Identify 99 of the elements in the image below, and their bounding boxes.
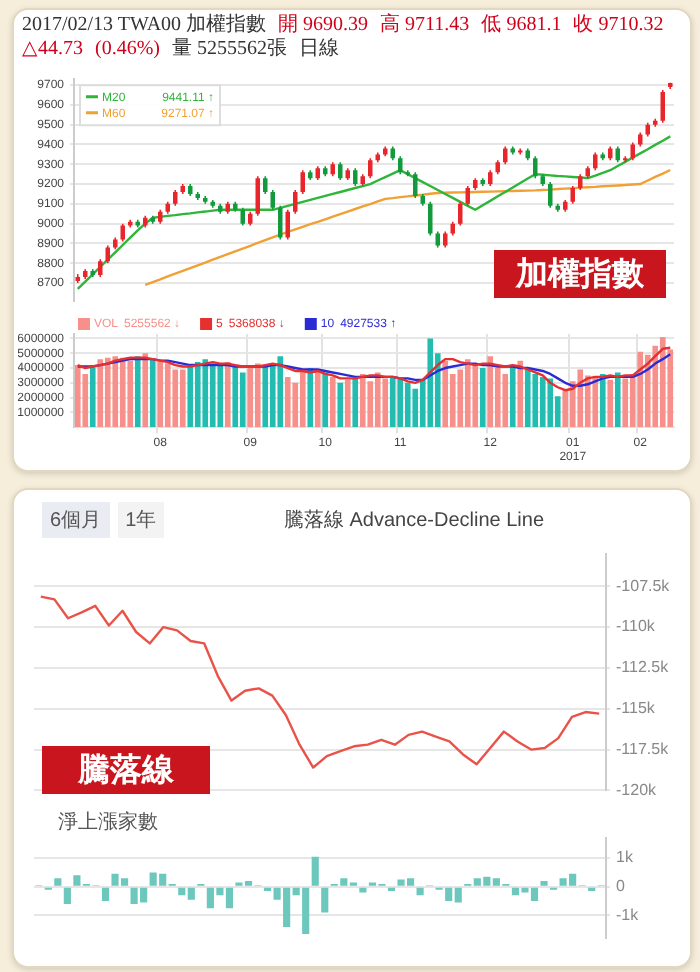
bar — [63, 887, 71, 904]
bar — [149, 359, 156, 428]
bar — [539, 376, 546, 428]
bar — [592, 376, 599, 428]
text: 日線 — [299, 38, 339, 62]
bar — [652, 345, 659, 428]
bar — [472, 363, 479, 428]
y-tick-label: -107.5k — [616, 576, 672, 595]
bar — [404, 382, 411, 428]
bar — [502, 373, 509, 428]
bar — [134, 356, 141, 428]
bar — [232, 366, 239, 428]
chart-title: 淨上漲家數 — [58, 809, 158, 836]
bar — [622, 378, 629, 428]
bar — [157, 362, 164, 428]
bar — [119, 357, 126, 428]
bar — [54, 878, 62, 886]
bar — [599, 373, 606, 428]
y-tick-label: 0 — [616, 877, 626, 896]
bar — [359, 373, 366, 428]
bar — [247, 368, 254, 428]
bar — [194, 362, 201, 428]
bar — [142, 353, 149, 428]
bar — [97, 359, 104, 428]
bar — [517, 360, 524, 428]
bar — [584, 375, 591, 428]
text: 收 9710.32 — [573, 14, 664, 38]
bar — [74, 365, 81, 428]
bar — [322, 372, 329, 428]
bar — [329, 376, 336, 428]
bar — [89, 368, 96, 428]
y-tick-label: -110k — [616, 617, 657, 636]
text: 低 9681.1 — [481, 14, 562, 38]
y-tick-label: -112.5k — [616, 658, 671, 677]
bar — [359, 887, 367, 893]
bar — [416, 887, 424, 896]
bar — [101, 887, 110, 902]
y-tick-label: -1k — [616, 905, 641, 924]
bar — [374, 372, 381, 428]
text: (0.46%) — [95, 38, 160, 62]
bar — [442, 360, 449, 428]
bar — [637, 351, 644, 428]
bar — [239, 372, 246, 428]
bar — [187, 365, 194, 428]
bar — [659, 336, 666, 428]
bar — [427, 338, 434, 428]
bar — [164, 363, 171, 428]
bar — [337, 382, 344, 428]
bar — [321, 887, 329, 913]
bar — [179, 369, 186, 428]
bar — [464, 359, 471, 428]
bar — [532, 373, 539, 428]
bar — [172, 369, 179, 428]
bar — [299, 369, 306, 428]
bar — [112, 356, 119, 428]
bar — [547, 378, 554, 428]
bar — [269, 363, 276, 428]
bar — [644, 354, 651, 428]
bar — [82, 373, 89, 428]
bar — [104, 357, 111, 428]
bar — [254, 363, 261, 428]
bar — [577, 369, 584, 428]
text: 6個月 — [42, 502, 110, 538]
bar — [524, 368, 531, 428]
text: 高 9711.43 — [380, 14, 470, 38]
text: 量 5255562張 — [172, 38, 287, 62]
y-tick-label: -115k — [616, 699, 657, 718]
y-tick-label: 1k — [616, 848, 635, 867]
bar — [614, 372, 621, 428]
annotation: 騰落線 — [42, 746, 210, 794]
y-tick-label: -117.5k — [616, 739, 671, 758]
bar — [217, 365, 224, 428]
bar — [127, 360, 134, 428]
text: 1年 — [117, 502, 165, 538]
bar — [344, 379, 351, 428]
bar — [262, 365, 269, 428]
chart-title: 2017/02/13 TWA00 加權指數 — [22, 14, 267, 38]
bar — [224, 362, 231, 428]
bar — [479, 368, 486, 428]
bar — [202, 359, 209, 428]
annotation: 加權指數 — [494, 250, 666, 298]
bar — [209, 363, 216, 428]
text: 開 9690.39 — [278, 14, 369, 38]
bar — [509, 366, 516, 428]
bar — [314, 369, 321, 428]
chart-title: 騰落線 Advance-Decline Line — [281, 507, 547, 534]
bar — [311, 856, 319, 886]
bar — [277, 356, 284, 428]
bar — [412, 388, 419, 428]
bar — [389, 376, 396, 428]
bar — [307, 368, 314, 428]
bar — [607, 379, 614, 428]
bar — [352, 378, 359, 428]
bar — [284, 376, 291, 428]
y-tick-label: -120k — [616, 780, 659, 799]
text: △44.73 — [22, 38, 83, 62]
bar — [382, 378, 389, 428]
bar — [487, 356, 494, 428]
bar — [397, 378, 404, 428]
